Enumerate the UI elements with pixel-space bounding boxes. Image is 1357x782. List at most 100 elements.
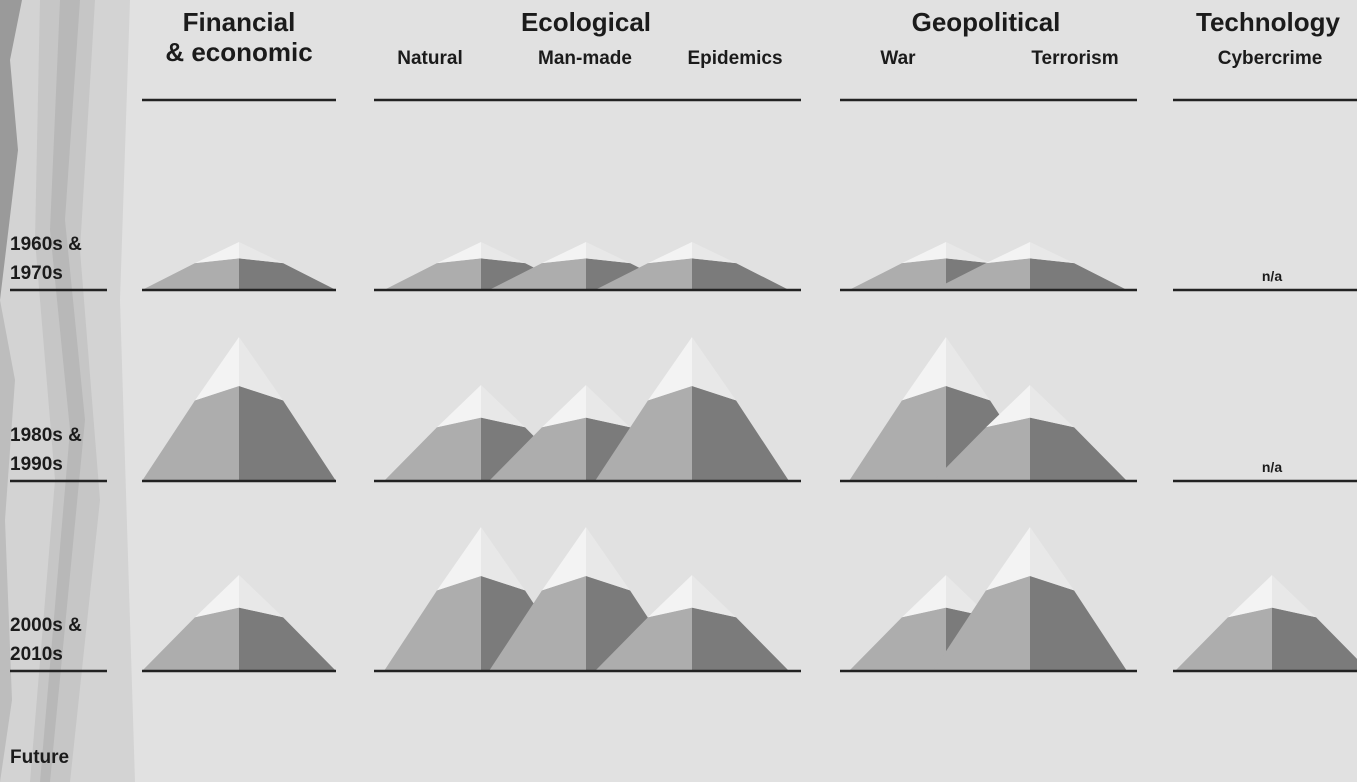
- snow-left: [986, 385, 1030, 428]
- mountain: [142, 242, 336, 290]
- row-label: 1960s &: [10, 234, 82, 255]
- mountain-left-face: [489, 258, 586, 290]
- not-available: n/a: [1262, 459, 1282, 475]
- mountain-left-face: [849, 258, 946, 290]
- snow-left: [648, 337, 692, 401]
- snow-left: [542, 242, 586, 264]
- snow-left: [902, 337, 946, 401]
- snow-right: [586, 385, 630, 428]
- snow-right: [692, 337, 736, 401]
- mountain: [595, 242, 789, 290]
- subtitle: Natural: [397, 48, 462, 69]
- mountain-right-face: [692, 607, 789, 671]
- mountain-right-face: [239, 607, 336, 671]
- snow-left: [902, 575, 946, 618]
- group-title: Geopolitical: [912, 7, 1061, 37]
- mountain-left-face: [384, 258, 481, 290]
- snow-right: [481, 242, 525, 264]
- mountain-left-face: [142, 607, 239, 671]
- snow-left: [437, 527, 481, 591]
- decor-strip: [0, 0, 22, 300]
- not-available: n/a: [1262, 268, 1282, 284]
- row-label: Future: [10, 747, 69, 768]
- snow-right: [1030, 242, 1074, 264]
- decor-strip: [0, 300, 15, 782]
- subtitle: Terrorism: [1031, 48, 1118, 69]
- snow-left: [1228, 575, 1272, 618]
- mountain-right-face: [1030, 417, 1127, 481]
- subtitle: War: [880, 48, 916, 69]
- decor-strip: [40, 0, 85, 782]
- mountain: [142, 337, 336, 481]
- row-label: 1970s: [10, 263, 63, 284]
- mountain-right-face: [692, 258, 789, 290]
- left-decoration: [0, 0, 135, 782]
- mountain-left-face: [595, 385, 692, 481]
- row-label: 2000s &: [10, 615, 82, 636]
- group-title: & economic: [165, 37, 312, 67]
- snow-right: [239, 575, 283, 618]
- snow-left: [542, 385, 586, 428]
- snow-right: [481, 385, 525, 428]
- mountain-left-face: [489, 417, 586, 481]
- snow-right: [481, 527, 525, 591]
- group-title: Ecological: [521, 7, 651, 37]
- mountain-left-face: [933, 417, 1030, 481]
- mountain-left-face: [595, 607, 692, 671]
- mountain-left-face: [384, 417, 481, 481]
- snow-left: [986, 242, 1030, 264]
- snow-left: [986, 527, 1030, 591]
- mountain-right-face: [1272, 607, 1357, 671]
- group-title: Technology: [1196, 7, 1341, 37]
- mountain-left-face: [933, 575, 1030, 671]
- snow-right: [1272, 575, 1316, 618]
- snow-left: [195, 337, 239, 401]
- snow-left: [648, 242, 692, 264]
- subtitle: Cybercrime: [1218, 48, 1323, 69]
- snow-right: [946, 242, 990, 264]
- snow-right: [692, 575, 736, 618]
- snow-right: [946, 337, 990, 401]
- snow-right: [1030, 385, 1074, 428]
- mountain-left-face: [384, 575, 481, 671]
- mountain: [595, 575, 789, 671]
- row-label: 2010s: [10, 644, 63, 665]
- mountain-right-face: [239, 385, 336, 481]
- snow-left: [437, 385, 481, 428]
- mountain: [933, 385, 1127, 481]
- group-title: Financial: [183, 7, 296, 37]
- mountain-left-face: [849, 385, 946, 481]
- mountain-left-face: [489, 575, 586, 671]
- snow-right: [1030, 527, 1074, 591]
- mountain-left-face: [142, 258, 239, 290]
- snow-left: [542, 527, 586, 591]
- mountain-right-face: [1030, 575, 1127, 671]
- mountain: [595, 337, 789, 481]
- mountain: [933, 527, 1127, 671]
- mountain: [1175, 575, 1357, 671]
- snow-right: [239, 242, 283, 264]
- snow-left: [648, 575, 692, 618]
- mountain-left-face: [142, 385, 239, 481]
- mountain-right-face: [1030, 258, 1127, 290]
- mountain-right-face: [692, 385, 789, 481]
- snow-left: [195, 242, 239, 264]
- snow-right: [586, 242, 630, 264]
- mountain-right-face: [239, 258, 336, 290]
- mountain-left-face: [933, 258, 1030, 290]
- mountain-left-face: [849, 607, 946, 671]
- snow-right: [239, 337, 283, 401]
- snow-left: [437, 242, 481, 264]
- snow-right: [692, 242, 736, 264]
- subtitle: Man-made: [538, 48, 632, 69]
- row-label: 1990s: [10, 454, 63, 475]
- row-label: 1980s &: [10, 425, 82, 446]
- mountain-left-face: [595, 258, 692, 290]
- mountain-left-face: [1175, 607, 1272, 671]
- mountain: [142, 575, 336, 671]
- subtitle: Epidemics: [687, 48, 782, 69]
- mountain: [933, 242, 1127, 290]
- snow-left: [195, 575, 239, 618]
